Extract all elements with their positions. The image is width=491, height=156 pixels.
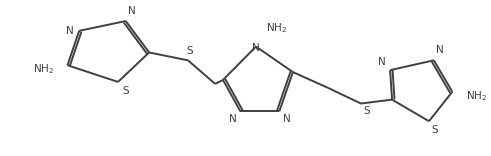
Text: S: S [363,105,370,115]
Text: N: N [229,114,237,124]
Text: NH$_2$: NH$_2$ [33,62,54,76]
Text: NH$_2$: NH$_2$ [466,89,487,103]
Text: N: N [436,45,443,55]
Text: N: N [378,57,385,67]
Text: N: N [252,43,260,53]
Text: N: N [66,26,73,36]
Text: NH$_2$: NH$_2$ [266,21,287,35]
Text: N: N [128,6,136,16]
Text: N: N [283,114,291,124]
Text: S: S [187,46,193,56]
Text: S: S [122,86,129,96]
Text: S: S [431,125,437,135]
